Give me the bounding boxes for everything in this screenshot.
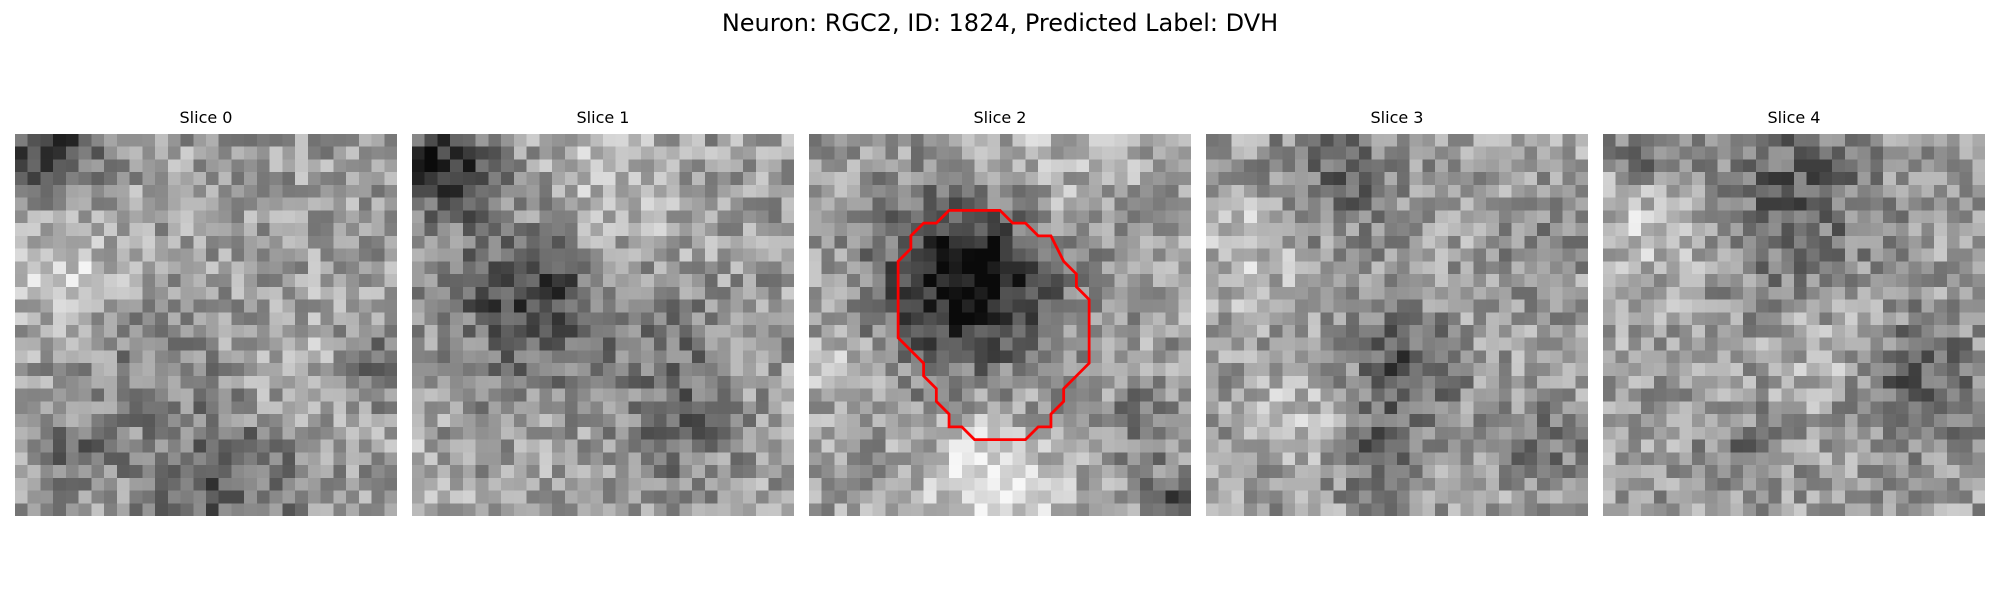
slice-panel-3: Slice 3	[1206, 108, 1588, 516]
figure-title: Neuron: RGC2, ID: 1824, Predicted Label:…	[721, 9, 1279, 37]
slice-2-image	[809, 134, 1191, 516]
slice-0-image	[15, 134, 397, 516]
slice-3-image	[1206, 134, 1588, 516]
slice-4-image	[1603, 134, 1985, 516]
segmentation-contour	[896, 208, 1091, 442]
slice-panel-1: Slice 1	[412, 108, 794, 516]
slice-2-title: Slice 2	[973, 108, 1027, 127]
slice-panel-2: Slice 2	[809, 108, 1191, 516]
slice-1-image	[412, 134, 794, 516]
slice-3-title: Slice 3	[1370, 108, 1424, 127]
slice-4-title: Slice 4	[1767, 108, 1821, 127]
slice-panel-4: Slice 4	[1603, 108, 1985, 516]
slice-1-title: Slice 1	[576, 108, 630, 127]
slice-0-title: Slice 0	[179, 108, 233, 127]
slice-panel-0: Slice 0	[15, 108, 397, 516]
